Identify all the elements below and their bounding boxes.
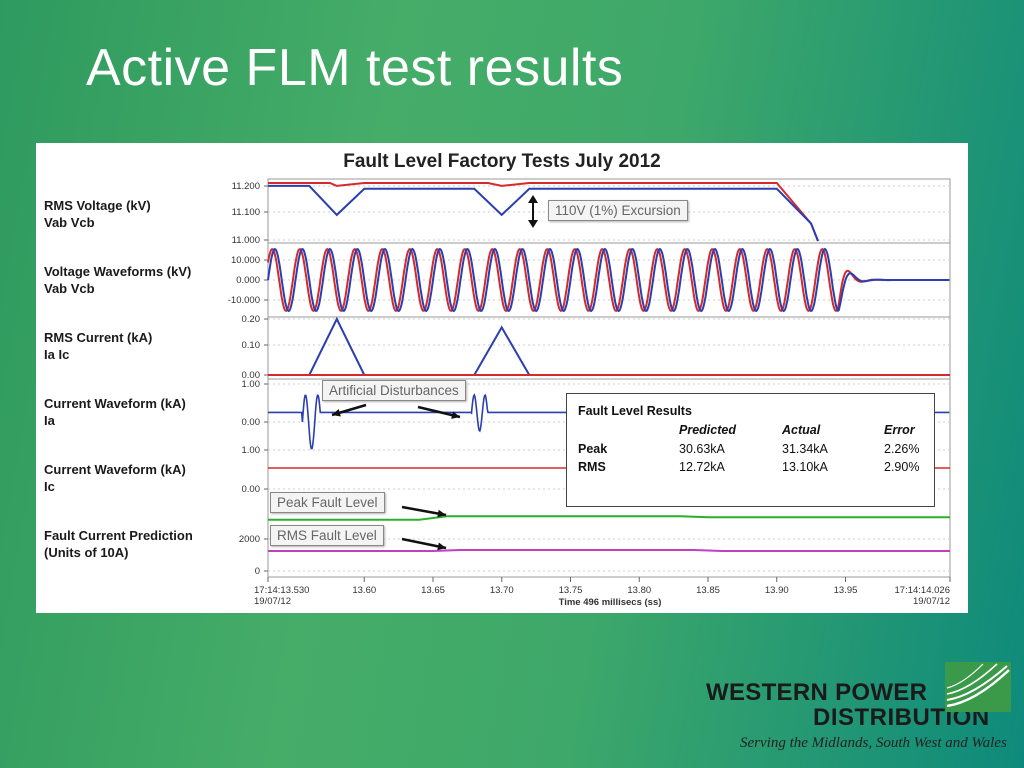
excursion-arrowhead bbox=[528, 195, 538, 203]
callout-rms-fault-level: RMS Fault Level bbox=[270, 525, 384, 546]
y-tick-label: 0.00 bbox=[242, 484, 261, 495]
logo-mark-icon bbox=[945, 662, 1011, 712]
results-table-title: Fault Level Results bbox=[578, 404, 692, 418]
results-row-peak-error: 2.26% bbox=[884, 442, 920, 456]
results-row-peak-predicted: 30.63kA bbox=[679, 442, 725, 456]
x-tick-sublabel: 19/07/12 bbox=[254, 596, 291, 607]
x-axis-label: Time 496 millisecs (ss) bbox=[559, 597, 662, 608]
y-tick-label: 10.000 bbox=[231, 255, 260, 266]
y-tick-label: 0 bbox=[255, 566, 260, 577]
annotation-arrowhead bbox=[437, 509, 446, 518]
x-tick-label: 13.95 bbox=[834, 585, 858, 596]
callout-peak-fault-level: Peak Fault Level bbox=[270, 492, 385, 513]
results-row-rms-predicted: 12.72kA bbox=[679, 460, 725, 474]
voltage-waveform bbox=[267, 247, 950, 313]
results-row-rms-error: 2.90% bbox=[884, 460, 920, 474]
series-line bbox=[268, 182, 819, 242]
y-tick-label: 2000 bbox=[239, 534, 260, 545]
annotation-arrowhead bbox=[332, 408, 341, 417]
y-tick-label: 11.100 bbox=[232, 207, 260, 218]
x-tick-label: 13.75 bbox=[559, 585, 583, 596]
series-line bbox=[268, 549, 950, 552]
y-tick-label: 1.00 bbox=[242, 379, 261, 390]
x-tick-label: 13.70 bbox=[490, 585, 514, 596]
voltage-waveform bbox=[267, 247, 950, 313]
x-tick-sublabel: 19/07/12 bbox=[913, 596, 950, 607]
excursion-arrowhead bbox=[528, 220, 538, 228]
callout-disturbances: Artificial Disturbances bbox=[322, 380, 466, 401]
panel-label-voltage-waveforms: Voltage Waveforms (kV) Vab Vcb bbox=[44, 264, 192, 296]
y-tick-label: 0.00 bbox=[242, 417, 261, 428]
footer-band bbox=[0, 633, 1024, 768]
panel-label-current-ic: Current Waveform (kA) Ic bbox=[44, 462, 186, 494]
y-tick-label: 0.00 bbox=[242, 370, 261, 381]
y-tick-label: 0.20 bbox=[242, 314, 261, 325]
plot-frame bbox=[267, 178, 951, 578]
results-row-rms-label: RMS bbox=[578, 460, 606, 474]
annotation-arrowhead bbox=[437, 542, 446, 551]
chart-title: Fault Level Factory Tests July 2012 bbox=[343, 151, 661, 172]
panel-label-rms-voltage: RMS Voltage (kV) Vab Vcb bbox=[44, 198, 151, 230]
panel-label-fault-prediction: Fault Current Prediction (Units of 10A) bbox=[44, 528, 193, 560]
fault-level-results-table: Fault Level Results Predicted Actual Err… bbox=[566, 393, 935, 507]
slide-title: Active FLM test results bbox=[86, 39, 624, 97]
logo-line1: WESTERN POWER bbox=[706, 679, 928, 706]
logo-tagline: Serving the Midlands, South West and Wal… bbox=[740, 735, 1007, 751]
x-tick-label: 17:14:14.026 bbox=[895, 585, 950, 596]
y-tick-label: 0.10 bbox=[242, 340, 261, 351]
x-tick-label: 13.65 bbox=[421, 585, 445, 596]
callout-excursion: 110V (1%) Excursion bbox=[548, 200, 688, 221]
y-tick-label: 11.000 bbox=[232, 235, 260, 246]
y-tick-label: 1.00 bbox=[242, 445, 261, 456]
results-header-predicted: Predicted bbox=[679, 423, 736, 437]
x-tick-label: 17:14:13.530 bbox=[254, 585, 309, 596]
series-line bbox=[268, 515, 950, 521]
y-tick-label: 0.000 bbox=[236, 275, 260, 286]
y-tick-label: -10.000 bbox=[228, 295, 260, 306]
x-tick-label: 13.80 bbox=[627, 585, 651, 596]
results-row-peak-label: Peak bbox=[578, 442, 608, 456]
results-row-rms-actual: 13.10kA bbox=[782, 460, 828, 474]
x-tick-label: 13.60 bbox=[352, 585, 376, 596]
annotation-arrowhead bbox=[451, 411, 460, 419]
y-tick-label: 11.200 bbox=[232, 181, 260, 192]
series-line bbox=[268, 184, 819, 242]
results-row-peak-actual: 31.34kA bbox=[782, 442, 828, 456]
series-line bbox=[268, 316, 950, 376]
western-power-logo: WESTERN POWER DISTRIBUTION Serving the M… bbox=[700, 660, 1015, 760]
x-tick-label: 13.85 bbox=[696, 585, 720, 596]
results-header-error: Error bbox=[884, 423, 915, 437]
chart-panel: 11.200 11.100 11.000 10.000 0.000 -10.000 0.20… bbox=[36, 143, 968, 613]
panel-label-rms-current: RMS Current (kA) Ia Ic bbox=[44, 330, 153, 362]
x-tick-label: 13.90 bbox=[765, 585, 789, 596]
panel-label-current-ia: Current Waveform (kA) Ia bbox=[44, 396, 186, 428]
results-header-actual: Actual bbox=[782, 423, 821, 437]
